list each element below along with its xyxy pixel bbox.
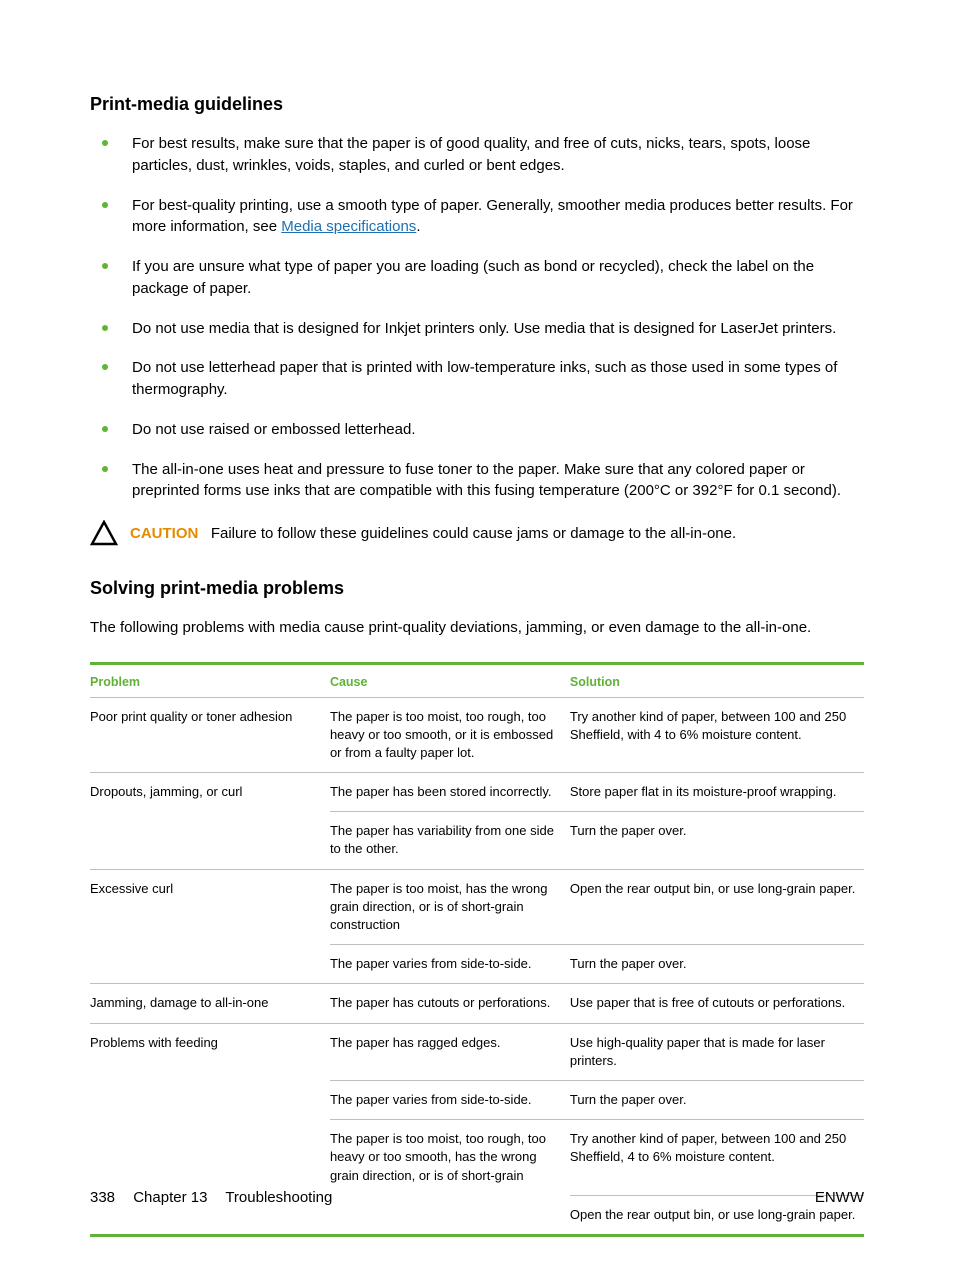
footer-right: ENWW bbox=[815, 1189, 864, 1206]
footer-page-number: 338 bbox=[90, 1189, 115, 1206]
cell-cause: The paper is too moist, too rough, too h… bbox=[330, 708, 570, 763]
cell-cause: The paper varies from side-to-side. bbox=[330, 1091, 570, 1109]
list-item: Do not use media that is designed for In… bbox=[90, 318, 864, 340]
col-header-problem: Problem bbox=[90, 675, 330, 689]
list-item: Do not use raised or embossed letterhead… bbox=[90, 419, 864, 441]
list-item-text-post: . bbox=[416, 218, 420, 235]
heading-solving-problems: Solving print-media problems bbox=[90, 578, 864, 599]
cell-cause: The paper has cutouts or perforations. bbox=[330, 994, 570, 1012]
list-item-text: If you are unsure what type of paper you… bbox=[132, 258, 814, 297]
cell-problem: Problems with feeding bbox=[90, 1034, 330, 1070]
table-row: The paper varies from side-to-side.Turn … bbox=[90, 945, 864, 983]
cell-solution: Turn the paper over. bbox=[570, 955, 864, 973]
section-intro: The following problems with media cause … bbox=[90, 617, 864, 640]
cell-cause: The paper has variability from one side … bbox=[330, 822, 570, 858]
list-item-text: The all-in-one uses heat and pressure to… bbox=[132, 461, 841, 500]
cell-problem bbox=[90, 822, 330, 858]
list-item-text-pre: For best-quality printing, use a smooth … bbox=[132, 197, 853, 236]
cell-problem bbox=[90, 955, 330, 973]
cell-cause: The paper has ragged edges. bbox=[330, 1034, 570, 1070]
caution-notice: CAUTION Failure to follow these guidelin… bbox=[90, 520, 864, 546]
table-row: Jamming, damage to all-in-oneThe paper h… bbox=[90, 984, 864, 1022]
cell-cause bbox=[330, 1206, 570, 1224]
table-row: The paper is too moist, too rough, too h… bbox=[90, 1120, 864, 1195]
table-bottom-rule bbox=[90, 1234, 864, 1237]
table-row: Problems with feedingThe paper has ragge… bbox=[90, 1024, 864, 1080]
cell-problem: Poor print quality or toner adhesion bbox=[90, 708, 330, 763]
footer-chapter: Chapter 13 bbox=[133, 1189, 207, 1206]
caution-body: Failure to follow these guidelines could… bbox=[211, 525, 736, 542]
cell-solution: Use paper that is free of cutouts or per… bbox=[570, 994, 864, 1012]
list-item-text: For best results, make sure that the pap… bbox=[132, 135, 810, 174]
table-header-row: Problem Cause Solution bbox=[90, 665, 864, 697]
document-page: Print-media guidelines For best results,… bbox=[0, 0, 954, 1237]
cell-solution: Try another kind of paper, between 100 a… bbox=[570, 1130, 864, 1185]
cell-solution: Turn the paper over. bbox=[570, 1091, 864, 1109]
cell-solution: Try another kind of paper, between 100 a… bbox=[570, 708, 864, 763]
footer-title: Troubleshooting bbox=[225, 1189, 332, 1206]
table-body: Poor print quality or toner adhesionThe … bbox=[90, 698, 864, 1234]
table-row: The paper varies from side-to-side.Turn … bbox=[90, 1081, 864, 1119]
page-footer: 338 Chapter 13 Troubleshooting ENWW bbox=[90, 1189, 864, 1206]
caution-triangle-icon bbox=[90, 520, 118, 546]
caution-text: CAUTION Failure to follow these guidelin… bbox=[130, 520, 736, 546]
cell-problem: Jamming, damage to all-in-one bbox=[90, 994, 330, 1012]
footer-left: 338 Chapter 13 Troubleshooting bbox=[90, 1189, 332, 1206]
list-item-text: Do not use media that is designed for In… bbox=[132, 320, 836, 337]
col-header-solution: Solution bbox=[570, 675, 864, 689]
list-item: For best-quality printing, use a smooth … bbox=[90, 195, 864, 239]
cell-cause: The paper is too moist, has the wrong gr… bbox=[330, 880, 570, 935]
list-item: If you are unsure what type of paper you… bbox=[90, 256, 864, 300]
list-item: Do not use letterhead paper that is prin… bbox=[90, 357, 864, 401]
media-specifications-link[interactable]: Media specifications bbox=[281, 218, 416, 235]
caution-label: CAUTION bbox=[130, 525, 198, 542]
cell-problem: Dropouts, jamming, or curl bbox=[90, 783, 330, 801]
heading-print-media-guidelines: Print-media guidelines bbox=[90, 94, 864, 115]
list-item-text: Do not use letterhead paper that is prin… bbox=[132, 359, 837, 398]
cell-problem: Excessive curl bbox=[90, 880, 330, 935]
list-item: For best results, make sure that the pap… bbox=[90, 133, 864, 177]
table-row: Dropouts, jamming, or curlThe paper has … bbox=[90, 773, 864, 811]
table-row: Excessive curlThe paper is too moist, ha… bbox=[90, 870, 864, 945]
cell-cause: The paper is too moist, too rough, too h… bbox=[330, 1130, 570, 1185]
list-item-text: Do not use raised or embossed letterhead… bbox=[132, 421, 416, 438]
cell-problem bbox=[90, 1091, 330, 1109]
cell-solution: Turn the paper over. bbox=[570, 822, 864, 858]
cell-solution: Store paper flat in its moisture-proof w… bbox=[570, 783, 864, 801]
cell-solution: Open the rear output bin, or use long-gr… bbox=[570, 1206, 864, 1224]
list-item: The all-in-one uses heat and pressure to… bbox=[90, 459, 864, 503]
table-row: Poor print quality or toner adhesionThe … bbox=[90, 698, 864, 773]
guidelines-list: For best results, make sure that the pap… bbox=[90, 133, 864, 502]
cell-problem bbox=[90, 1206, 330, 1224]
cell-cause: The paper varies from side-to-side. bbox=[330, 955, 570, 973]
col-header-cause: Cause bbox=[330, 675, 570, 689]
cell-solution: Use high-quality paper that is made for … bbox=[570, 1034, 864, 1070]
table-row: The paper has variability from one side … bbox=[90, 812, 864, 868]
problems-table: Problem Cause Solution Poor print qualit… bbox=[90, 662, 864, 1237]
cell-solution: Open the rear output bin, or use long-gr… bbox=[570, 880, 864, 935]
cell-problem bbox=[90, 1130, 330, 1185]
cell-cause: The paper has been stored incorrectly. bbox=[330, 783, 570, 801]
